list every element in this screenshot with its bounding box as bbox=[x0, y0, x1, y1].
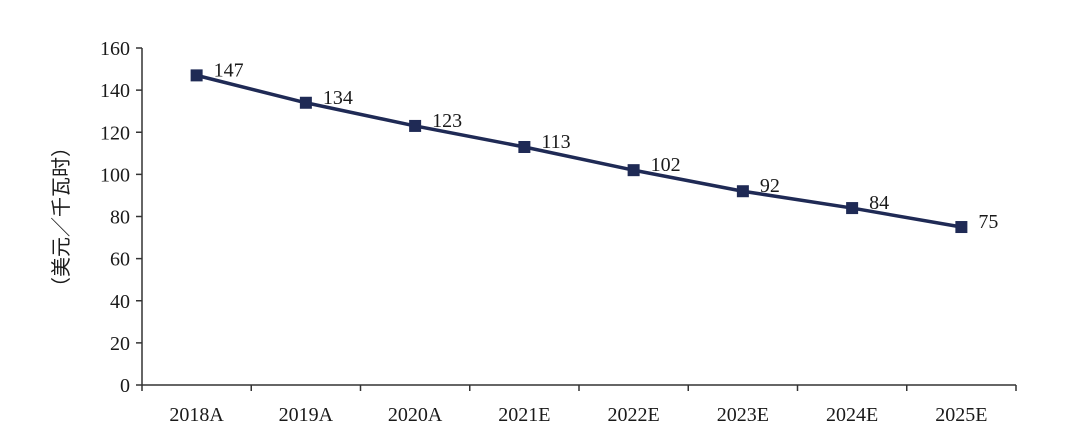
y-tick-label: 160 bbox=[100, 38, 130, 60]
data-label: 102 bbox=[651, 154, 681, 176]
x-axis: 2018A 2019A 2020A 2021E 2022E 2023E 2024E 2025E bbox=[141, 384, 1017, 426]
x-tick-label: 2019A bbox=[279, 404, 334, 426]
y-tick-label: 140 bbox=[100, 80, 130, 102]
x-tick-label: 2024E bbox=[826, 404, 878, 426]
data-point-marker bbox=[299, 96, 312, 109]
series-line bbox=[196, 73, 962, 229]
data-label: 84 bbox=[869, 192, 889, 214]
y-axis-title: （美元／千瓦时） bbox=[49, 137, 73, 297]
data-point-marker bbox=[518, 140, 531, 153]
data-label: 113 bbox=[541, 131, 570, 153]
x-tick-label: 2018A bbox=[169, 404, 224, 426]
y-tick-label: 120 bbox=[100, 122, 130, 144]
data-point-marker bbox=[846, 202, 859, 215]
x-tick-label: 2021E bbox=[498, 404, 550, 426]
y-axis: 0 20 40 60 80 100 120 140 160 bbox=[100, 38, 143, 397]
x-tick-label: 2020A bbox=[388, 404, 443, 426]
y-tick-label: 60 bbox=[110, 249, 130, 271]
data-label: 134 bbox=[323, 87, 353, 109]
x-tick-label: 2023E bbox=[717, 404, 769, 426]
x-tick-label: 2025E bbox=[935, 404, 987, 426]
data-point-marker bbox=[190, 69, 203, 82]
x-tick-label: 2022E bbox=[608, 404, 660, 426]
y-tick-label: 100 bbox=[100, 164, 130, 186]
data-point-marker bbox=[736, 185, 749, 198]
series-group: 147 134 123 113 102 92 84 75 bbox=[190, 59, 998, 234]
data-point-marker bbox=[955, 221, 968, 234]
data-label: 123 bbox=[432, 110, 462, 132]
y-tick-label: 80 bbox=[110, 207, 130, 229]
data-point-marker bbox=[627, 164, 640, 177]
y-tick-label: 20 bbox=[110, 333, 130, 355]
data-label: 75 bbox=[978, 211, 998, 233]
y-tick-label: 0 bbox=[120, 375, 130, 397]
data-label: 92 bbox=[760, 175, 780, 197]
y-tick-label: 40 bbox=[110, 291, 130, 313]
data-point-marker bbox=[409, 119, 422, 132]
data-label: 147 bbox=[214, 59, 244, 81]
